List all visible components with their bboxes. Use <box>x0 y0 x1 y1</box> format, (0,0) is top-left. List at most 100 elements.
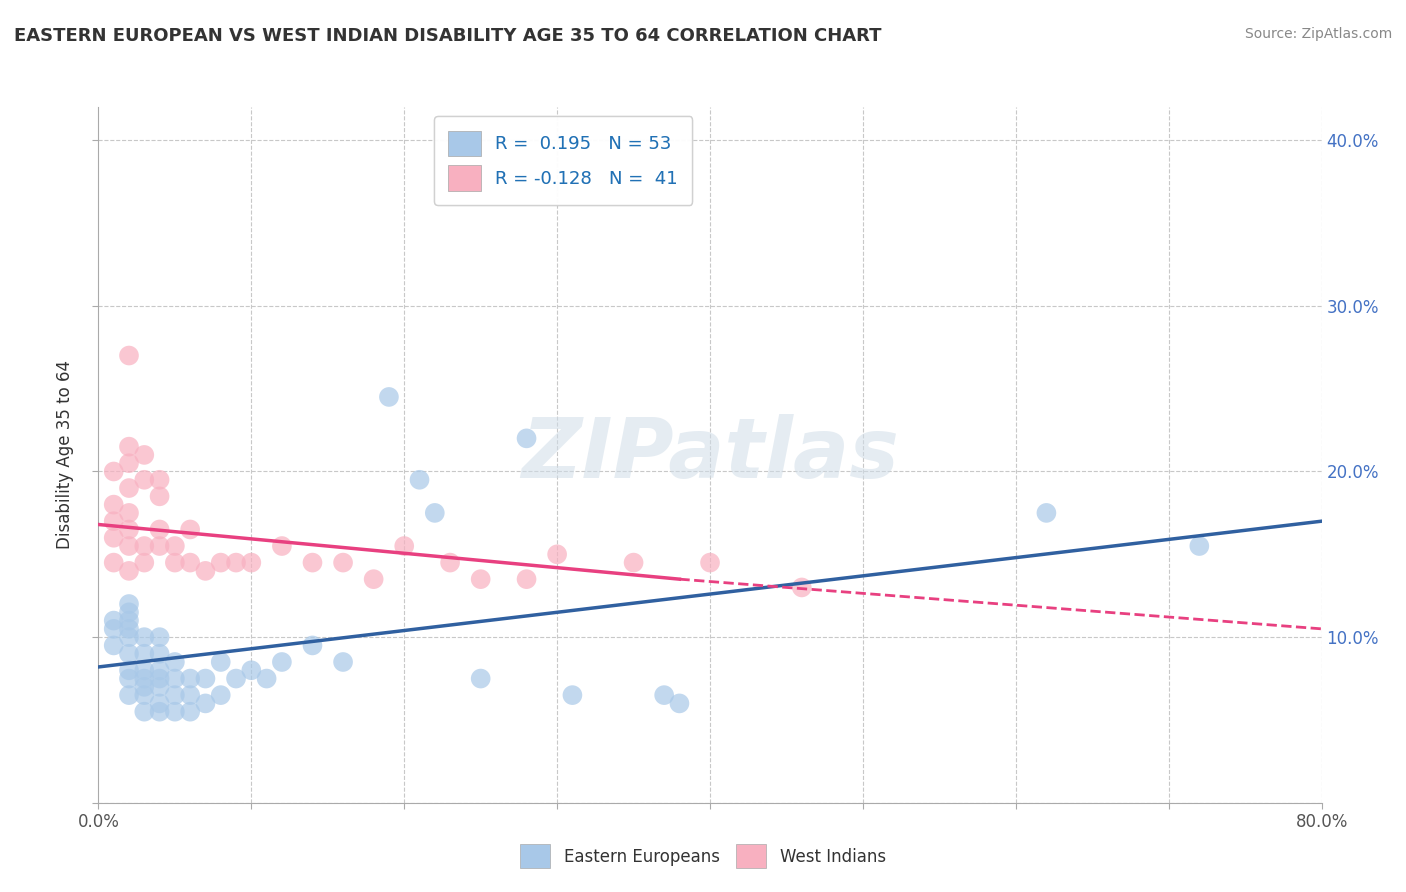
Point <box>179 672 201 686</box>
Point <box>623 556 645 570</box>
Point <box>699 556 721 570</box>
Point <box>118 663 141 677</box>
Point <box>149 672 172 686</box>
Point <box>149 663 172 677</box>
Point <box>240 663 263 677</box>
Point <box>209 655 232 669</box>
Point <box>103 614 125 628</box>
Point <box>103 498 125 512</box>
Point <box>179 705 201 719</box>
Point <box>270 539 292 553</box>
Point <box>103 465 125 479</box>
Text: ZIPatlas: ZIPatlas <box>522 415 898 495</box>
Point <box>118 630 141 644</box>
Point <box>118 672 141 686</box>
Point <box>118 614 141 628</box>
Point <box>423 506 446 520</box>
Point <box>134 473 156 487</box>
Point <box>790 581 813 595</box>
Point <box>392 539 416 553</box>
Point <box>134 556 156 570</box>
Point <box>149 705 172 719</box>
Point <box>546 547 568 561</box>
Point <box>149 539 172 553</box>
Point <box>118 688 141 702</box>
Point <box>470 572 492 586</box>
Point <box>194 697 217 711</box>
Point <box>163 655 186 669</box>
Point <box>149 647 172 661</box>
Point <box>134 705 156 719</box>
Point <box>163 672 186 686</box>
Point <box>118 622 141 636</box>
Point <box>225 672 247 686</box>
Point <box>134 539 156 553</box>
Point <box>1188 539 1211 553</box>
Point <box>118 539 141 553</box>
Point <box>103 514 125 528</box>
Point <box>179 523 201 537</box>
Point <box>149 473 172 487</box>
Point <box>134 663 156 677</box>
Point <box>270 655 292 669</box>
Point <box>332 655 354 669</box>
Point <box>301 639 323 653</box>
Point <box>149 489 172 503</box>
Point <box>652 688 675 702</box>
Legend: R =  0.195   N = 53, R = -0.128   N =  41: R = 0.195 N = 53, R = -0.128 N = 41 <box>434 116 693 205</box>
Point <box>103 556 125 570</box>
Point <box>134 630 156 644</box>
Point <box>256 672 278 686</box>
Point <box>516 431 538 445</box>
Point <box>301 556 323 570</box>
Point <box>179 556 201 570</box>
Point <box>134 688 156 702</box>
Point <box>118 597 141 611</box>
Point <box>118 481 141 495</box>
Point <box>118 647 141 661</box>
Point <box>194 564 217 578</box>
Point <box>163 688 186 702</box>
Legend: Eastern Europeans, West Indians: Eastern Europeans, West Indians <box>513 838 893 875</box>
Text: EASTERN EUROPEAN VS WEST INDIAN DISABILITY AGE 35 TO 64 CORRELATION CHART: EASTERN EUROPEAN VS WEST INDIAN DISABILI… <box>14 27 882 45</box>
Point <box>363 572 385 586</box>
Point <box>378 390 401 404</box>
Point <box>118 349 141 363</box>
Point <box>134 448 156 462</box>
Point <box>332 556 354 570</box>
Point <box>470 672 492 686</box>
Point <box>240 556 263 570</box>
Point <box>439 556 461 570</box>
Text: Source: ZipAtlas.com: Source: ZipAtlas.com <box>1244 27 1392 41</box>
Point <box>134 647 156 661</box>
Point <box>103 531 125 545</box>
Point <box>408 473 430 487</box>
Point <box>118 605 141 619</box>
Point <box>103 622 125 636</box>
Point <box>163 556 186 570</box>
Point <box>149 523 172 537</box>
Point <box>209 556 232 570</box>
Point <box>1035 506 1057 520</box>
Y-axis label: Disability Age 35 to 64: Disability Age 35 to 64 <box>56 360 75 549</box>
Point <box>134 680 156 694</box>
Point <box>163 705 186 719</box>
Point <box>668 697 690 711</box>
Point <box>118 456 141 470</box>
Point <box>149 630 172 644</box>
Point <box>118 523 141 537</box>
Point <box>163 539 186 553</box>
Point <box>179 688 201 702</box>
Point <box>209 688 232 702</box>
Point <box>194 672 217 686</box>
Point <box>118 564 141 578</box>
Point <box>225 556 247 570</box>
Point <box>118 440 141 454</box>
Point <box>134 672 156 686</box>
Point <box>149 697 172 711</box>
Point <box>516 572 538 586</box>
Point <box>561 688 583 702</box>
Point <box>103 639 125 653</box>
Point <box>149 680 172 694</box>
Point <box>118 506 141 520</box>
